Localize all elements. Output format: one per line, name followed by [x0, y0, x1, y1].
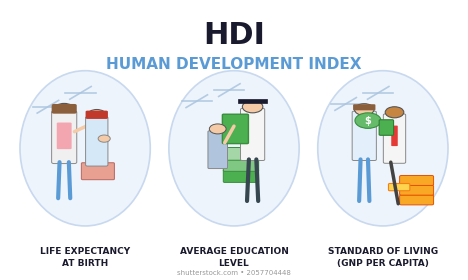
- FancyBboxPatch shape: [51, 111, 77, 164]
- FancyBboxPatch shape: [383, 114, 406, 163]
- FancyBboxPatch shape: [388, 183, 410, 191]
- Text: STANDARD OF LIVING
(GNP PER CAPITA): STANDARD OF LIVING (GNP PER CAPITA): [328, 247, 438, 268]
- Ellipse shape: [20, 71, 150, 226]
- Circle shape: [54, 103, 74, 116]
- FancyBboxPatch shape: [241, 108, 265, 160]
- FancyBboxPatch shape: [353, 104, 375, 110]
- FancyBboxPatch shape: [86, 111, 108, 119]
- FancyBboxPatch shape: [400, 176, 433, 185]
- Circle shape: [355, 113, 381, 128]
- FancyBboxPatch shape: [86, 117, 108, 166]
- FancyBboxPatch shape: [223, 148, 259, 160]
- Circle shape: [88, 109, 106, 121]
- FancyBboxPatch shape: [51, 104, 77, 114]
- FancyBboxPatch shape: [400, 195, 433, 205]
- FancyBboxPatch shape: [400, 185, 433, 195]
- Ellipse shape: [318, 71, 448, 226]
- FancyBboxPatch shape: [222, 114, 249, 144]
- FancyBboxPatch shape: [223, 158, 259, 171]
- Circle shape: [209, 124, 226, 134]
- FancyBboxPatch shape: [238, 99, 267, 103]
- Text: LIFE EXPECTANCY
AT BIRTH: LIFE EXPECTANCY AT BIRTH: [40, 247, 130, 268]
- Circle shape: [354, 104, 374, 115]
- FancyBboxPatch shape: [81, 163, 115, 180]
- Text: HDI: HDI: [203, 21, 265, 50]
- Circle shape: [242, 101, 263, 113]
- FancyBboxPatch shape: [379, 120, 394, 135]
- Text: AVERAGE EDUCATION
LEVEL: AVERAGE EDUCATION LEVEL: [180, 247, 288, 268]
- Ellipse shape: [169, 71, 299, 226]
- Circle shape: [385, 107, 404, 118]
- FancyBboxPatch shape: [352, 111, 376, 160]
- FancyBboxPatch shape: [208, 131, 227, 169]
- Text: HUMAN DEVELOPMENT INDEX: HUMAN DEVELOPMENT INDEX: [106, 57, 362, 72]
- FancyBboxPatch shape: [223, 170, 259, 182]
- Circle shape: [98, 135, 110, 142]
- FancyBboxPatch shape: [391, 126, 398, 146]
- Text: shutterstock.com • 2057704448: shutterstock.com • 2057704448: [177, 270, 291, 276]
- Text: $: $: [365, 116, 372, 127]
- FancyBboxPatch shape: [57, 123, 72, 149]
